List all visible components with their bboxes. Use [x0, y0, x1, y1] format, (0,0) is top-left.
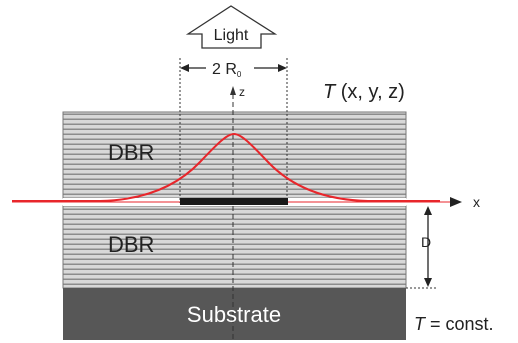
x-axis-arrowhead — [450, 197, 462, 207]
dbr-top-stack — [62, 111, 407, 199]
d-label: D — [421, 234, 431, 250]
substrate-label: Substrate — [187, 302, 281, 327]
d-dimension-bottom-arrowhead — [424, 278, 432, 287]
dbr-bottom-label: DBR — [108, 232, 154, 257]
light-arrow-icon — [185, 5, 278, 49]
width-dim-right-arrowhead — [278, 64, 287, 72]
active-layer — [180, 198, 288, 205]
substrate-block — [63, 288, 406, 340]
gaussian-profile-curve — [12, 132, 440, 202]
z-axis-arrowhead — [230, 86, 236, 95]
dbr-bottom-stack — [62, 205, 407, 289]
z-axis-label: z — [239, 85, 245, 99]
temperature-field-label: T (x, y, z) — [323, 81, 405, 103]
d-dimension-top-arrowhead — [424, 206, 432, 215]
dbr-top-label: DBR — [108, 140, 154, 165]
width-label: 2 R0 — [212, 61, 242, 79]
light-label: Light — [214, 27, 249, 44]
x-axis-label: x — [473, 194, 480, 210]
width-dim-left-arrowhead — [180, 64, 189, 72]
boundary-condition-label: T = const. — [414, 314, 494, 334]
